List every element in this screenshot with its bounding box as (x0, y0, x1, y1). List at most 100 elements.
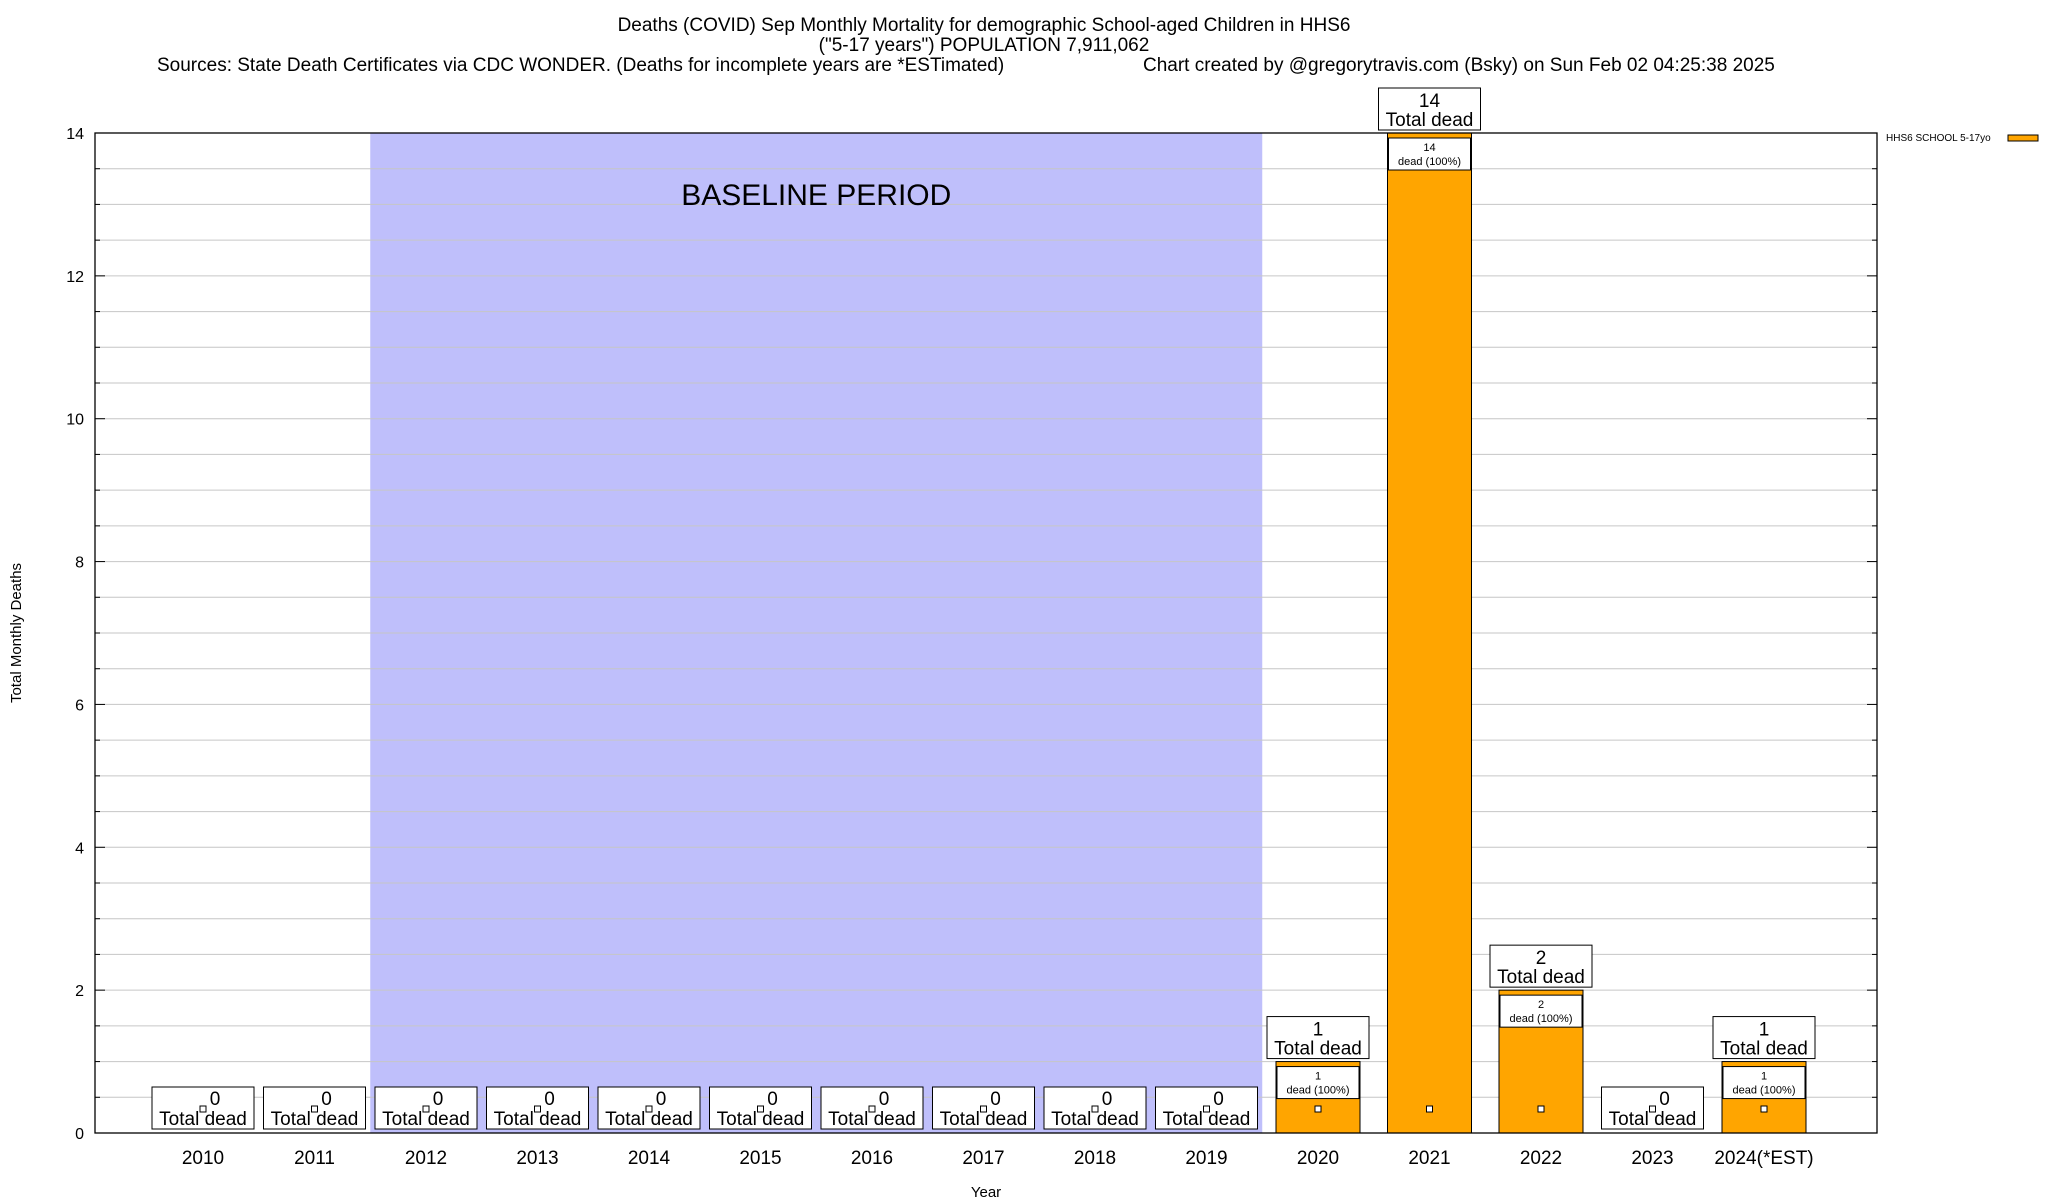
y-tick-label: 6 (75, 697, 84, 714)
bar-total-value: 1 (1313, 1020, 1324, 1041)
x-tick-label: 2019 (1185, 1148, 1227, 1169)
x-tick-marker (1426, 1105, 1433, 1113)
x-tick-label: 2011 (294, 1148, 335, 1169)
bar-total-label-box (1712, 1016, 1816, 1060)
x-tick-label: 2020 (1297, 1148, 1339, 1169)
x-axis-title: Year (971, 1184, 1001, 1200)
chart-title-line-1: Deaths (COVID) Sep Monthly Mortality for… (618, 15, 1351, 36)
bar-inner-percent: dead (100%) (1398, 156, 1461, 168)
plot-frame (94, 132, 1878, 1134)
bar-total-label: Total dead (159, 1109, 247, 1130)
bar-total-value: 0 (544, 1089, 555, 1110)
bar-total-value: 2 (1536, 948, 1547, 969)
bar-inner-label-box (1388, 137, 1471, 171)
bar-inner-label-box (1499, 994, 1583, 1028)
bar-total-label: Total dead (1163, 1109, 1251, 1130)
bar-total-value: 0 (1213, 1089, 1224, 1110)
bar-total-label: Total dead (1051, 1109, 1139, 1130)
x-tick-marker (1203, 1105, 1210, 1113)
x-tick-marker (980, 1105, 987, 1113)
x-tick-label: 2022 (1520, 1148, 1562, 1169)
bar-inner-label-box (1276, 1066, 1360, 1100)
bar-total-label: Total dead (605, 1109, 693, 1130)
x-tick-marker (199, 1105, 207, 1113)
x-tick-label: 2016 (851, 1148, 893, 1169)
x-tick-label: 2015 (739, 1148, 781, 1169)
bar-total-label: Total dead (494, 1109, 582, 1130)
bar-total-value: 0 (767, 1089, 778, 1110)
x-tick-marker (1760, 1105, 1768, 1113)
bar-total-value: 0 (210, 1089, 221, 1110)
x-tick-label: 2010 (182, 1148, 224, 1169)
bar-total-label-box (1266, 1016, 1370, 1060)
y-tick-label: 12 (66, 269, 84, 286)
bar-inner-percent: dead (100%) (1510, 1013, 1573, 1025)
bar-inner-percent: dead (100%) (1733, 1085, 1796, 1097)
bar-total-label: Total dead (1274, 1039, 1362, 1060)
bar-inner-percent: dead (100%) (1287, 1085, 1350, 1097)
y-tick-label: 4 (75, 840, 84, 857)
x-tick-marker (1091, 1105, 1099, 1113)
bar-total-value: 0 (1659, 1089, 1670, 1110)
bar-total-value: 0 (321, 1089, 332, 1110)
chart-title-line-2: ("5-17 years") POPULATION 7,911,062 (819, 35, 1150, 56)
bar-inner-value: 1 (1315, 1071, 1321, 1083)
legend-series-swatch (2007, 134, 2039, 142)
y-tick-label: 2 (75, 983, 84, 1000)
x-tick-marker (1314, 1105, 1322, 1113)
bar-inner-label-box (1722, 1066, 1806, 1100)
bar-total-label: Total dead (1609, 1109, 1697, 1130)
bar-total-label: Total dead (717, 1109, 805, 1130)
y-axis-title: Total Monthly Deaths (8, 563, 25, 703)
x-tick-marker (868, 1105, 876, 1113)
bar-total-label: Total dead (1720, 1039, 1808, 1060)
bar-total-value: 0 (990, 1089, 1001, 1110)
bar-total-label: Total dead (1386, 110, 1474, 131)
x-tick-marker (422, 1105, 430, 1113)
bar-inner-value: 2 (1538, 999, 1544, 1011)
bar-total-value: 1 (1759, 1020, 1770, 1041)
x-tick-label: 2014 (628, 1148, 671, 1169)
x-tick-label: 2021 (1408, 1148, 1450, 1169)
x-tick-marker (534, 1105, 541, 1113)
bar-total-value: 14 (1419, 91, 1441, 112)
x-tick-label: 2013 (516, 1148, 558, 1169)
chart-header: Deaths (COVID) Sep Monthly Mortality for… (157, 15, 1775, 76)
bar-total-value: 0 (656, 1089, 667, 1110)
bar (1387, 132, 1472, 1134)
x-tick-marker (311, 1105, 318, 1113)
x-tick-label: 2024(*EST) (1714, 1148, 1813, 1169)
bar-total-value: 0 (433, 1089, 444, 1110)
bar-total-value: 0 (879, 1089, 890, 1110)
legend-series-label: HHS6 SCHOOL 5-17yo (1886, 133, 1991, 144)
bar-total-label: Total dead (940, 1109, 1028, 1130)
x-tick-label: 2017 (962, 1148, 1004, 1169)
bar-total-label-box (1489, 944, 1593, 988)
x-tick-marker (757, 1105, 764, 1113)
y-tick-label: 14 (66, 126, 84, 143)
bar-inner-value: 14 (1423, 142, 1435, 154)
x-tick-marker (1537, 1105, 1545, 1113)
bar-total-value: 0 (1102, 1089, 1113, 1110)
bar-total-label: Total dead (1497, 967, 1585, 988)
x-tick-marker (645, 1105, 653, 1113)
grid-lines (95, 132, 1877, 1134)
bar-total-label: Total dead (828, 1109, 916, 1130)
bar-total-label: Total dead (382, 1109, 470, 1130)
y-tick-label: 0 (75, 1126, 84, 1143)
x-tick-label: 2018 (1074, 1148, 1116, 1169)
x-tick-marker (1649, 1105, 1656, 1113)
x-axis: 2010 2011 2012 2013 2014 2015 2016 2017 2018 2019… (182, 1105, 1814, 1169)
y-tick-label: 10 (66, 412, 84, 429)
chart-credit: Chart created by @gregorytravis.com (Bsk… (1143, 55, 1775, 76)
x-tick-label: 2023 (1631, 1148, 1673, 1169)
bar-inner-value: 1 (1761, 1071, 1767, 1083)
baseline-label: BASELINE PERIOD (681, 179, 951, 212)
y-tick-label: 8 (75, 555, 84, 572)
legend: HHS6 SCHOOL 5-17yo (1886, 133, 2039, 144)
x-tick-label: 2012 (405, 1148, 447, 1169)
bar-total-label-box (1378, 87, 1481, 131)
